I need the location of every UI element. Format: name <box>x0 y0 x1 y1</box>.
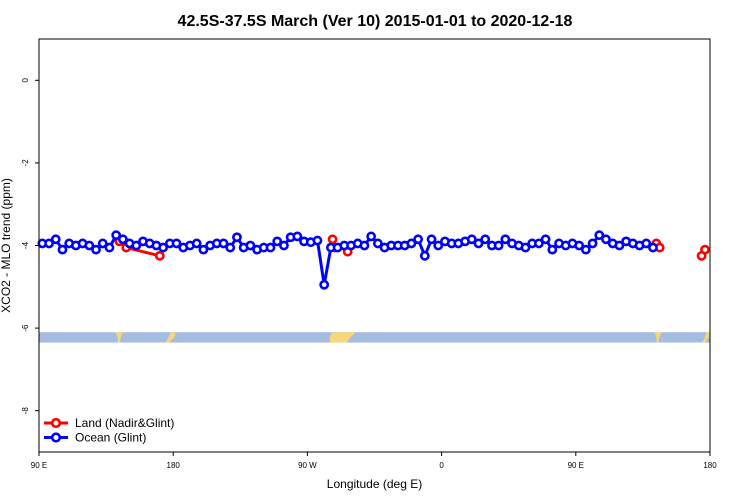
ocean-data-point <box>413 234 424 245</box>
land-data-point <box>154 250 165 261</box>
ocean-data-point <box>419 250 430 261</box>
land-coverage-patch <box>654 332 662 343</box>
ocean-data-point <box>426 234 437 245</box>
y-tick-label: -6 <box>21 324 30 332</box>
ocean-data-point <box>614 240 625 251</box>
ocean-data-point <box>57 244 68 255</box>
ocean-data-point <box>131 240 142 251</box>
ocean-data-point <box>91 244 101 255</box>
ocean-data-point <box>587 238 598 249</box>
ocean-data-point <box>97 238 108 249</box>
ocean-data-point <box>580 244 591 255</box>
legend-label: Land (Nadir&Glint) <box>75 416 174 430</box>
ocean-data-point <box>366 231 377 242</box>
ocean-data-point <box>406 238 417 249</box>
ocean-data-point <box>500 234 511 245</box>
x-axis-label: Longitude (deg E) <box>327 477 422 491</box>
x-tick-label: 90 E <box>568 461 584 470</box>
ocean-data-point <box>319 279 330 290</box>
ocean-data-point <box>547 244 558 255</box>
ocean-data-point <box>84 240 95 251</box>
ocean-data-point <box>44 238 54 249</box>
land-coverage-patch <box>115 332 123 343</box>
y-tick-label: -4 <box>21 241 30 249</box>
ocean-data-point <box>104 242 115 253</box>
ocean-data-point <box>117 234 128 245</box>
y-axis: 0 -2 -4 -6 -8 <box>21 78 39 415</box>
ocean-data-point <box>540 234 551 245</box>
ocean-data-point <box>50 234 61 245</box>
x-tick-label: 180 <box>703 461 717 470</box>
y-axis-label: XCO2 - MLO trend (ppm) <box>0 178 13 313</box>
ocean-data-point <box>265 242 276 253</box>
ocean-data-point <box>493 240 504 251</box>
land-coverage-patch <box>329 332 356 343</box>
ocean-data-point <box>480 234 491 245</box>
x-axis: 90 E 180 90 W 0 90 E 180 <box>31 452 717 470</box>
x-tick-label: 0 <box>439 461 444 470</box>
ocean-data-point <box>359 240 370 251</box>
ocean-data-point <box>641 238 652 249</box>
ocean-data-point <box>272 236 283 247</box>
ocean-data-point <box>218 238 229 249</box>
legend: Land (Nadir&Glint)Ocean (Glint) <box>44 416 174 445</box>
ocean-data-point <box>533 238 544 249</box>
ocean-data-point <box>198 244 209 255</box>
land-data-point <box>700 244 710 255</box>
y-tick-label: -8 <box>21 407 30 415</box>
land-data-point <box>327 234 338 245</box>
chart-title: 42.5S-37.5S March (Ver 10) 2015-01-01 to… <box>178 13 573 30</box>
ocean-data-point <box>225 242 236 253</box>
ocean-data-point <box>279 240 289 251</box>
legend-label: Ocean (Glint) <box>75 431 146 445</box>
y-tick-label: -2 <box>21 159 30 167</box>
legend-swatch-marker <box>50 432 62 443</box>
ocean-data-point <box>520 242 531 253</box>
land-coverage-patch <box>165 332 176 343</box>
ocean-data-point <box>191 238 202 249</box>
ocean-data-point <box>574 240 585 251</box>
ocean-data-point <box>292 231 303 242</box>
ocean-coverage-strip <box>39 332 710 343</box>
ocean-data-point <box>648 242 658 253</box>
ocean-data-point <box>158 242 169 253</box>
coverage-band <box>39 332 710 343</box>
legend-item: Ocean (Glint) <box>44 431 146 445</box>
ocean-data-point <box>171 238 182 249</box>
ocean-data-point <box>594 230 605 241</box>
legend-item: Land (Nadir&Glint) <box>44 416 174 430</box>
ocean-data-point <box>466 234 477 245</box>
ocean-data-point <box>245 240 256 251</box>
series-layer <box>37 230 710 290</box>
y-tick-label: 0 <box>21 78 30 83</box>
ocean-data-point <box>312 235 323 246</box>
ocean-data-point <box>601 234 611 245</box>
ocean-data-point <box>232 232 242 243</box>
x-tick-label: 180 <box>167 461 181 470</box>
ocean-data-point <box>372 238 383 249</box>
ocean-data-point <box>111 230 122 241</box>
land-coverage-patch <box>702 332 710 343</box>
ocean-data-point <box>433 240 444 251</box>
legend-swatch-marker <box>50 417 62 429</box>
x-tick-label: 90 W <box>298 461 317 470</box>
ocean-data-point <box>473 238 484 249</box>
x-tick-label: 90 E <box>31 461 47 470</box>
